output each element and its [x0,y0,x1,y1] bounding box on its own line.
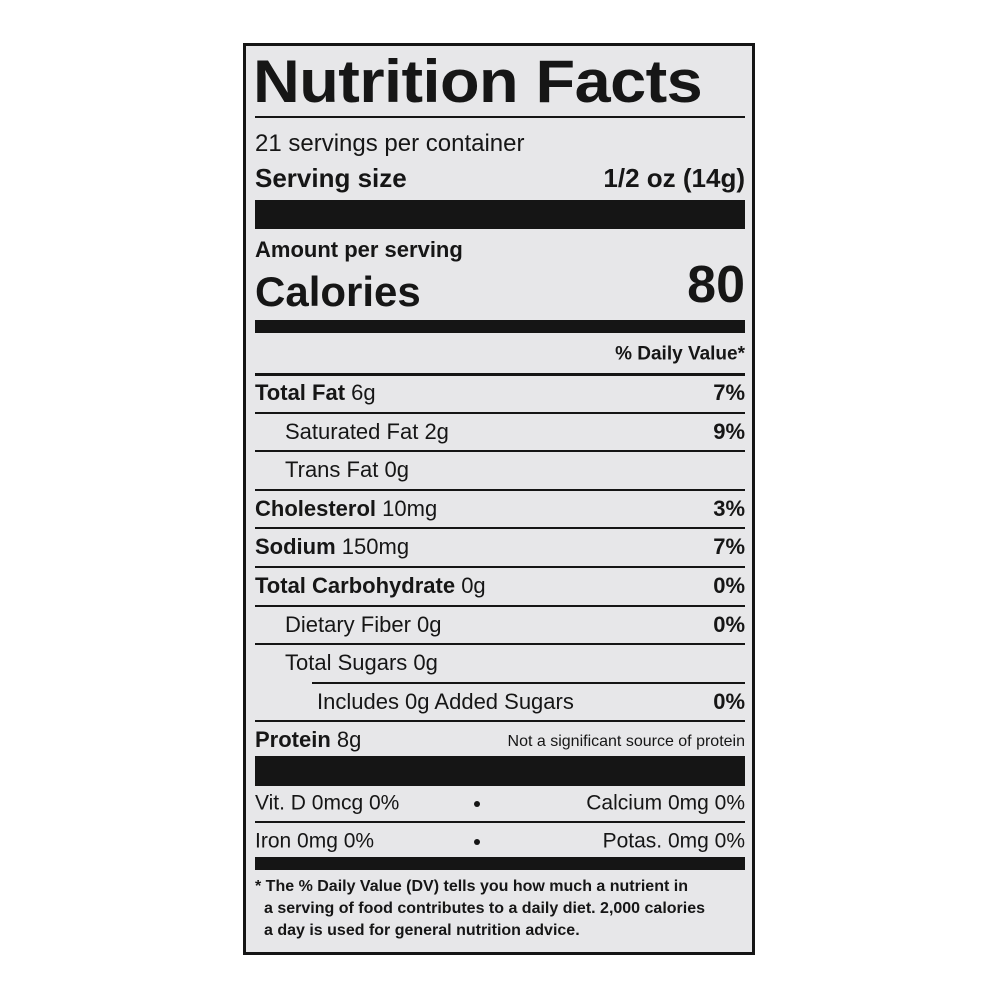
bullet [474,801,480,807]
serving-size-value: 1/2 oz (14g) [603,163,745,193]
rule [312,681,745,684]
nutrient-row: Total Fat 6g [255,382,376,404]
nutrient-row: Total Sugars 0g [285,652,438,674]
calories-label: Calories [255,268,421,315]
nutrient-amount: 0g [417,611,442,637]
nutrient-amount: 8g [336,727,362,753]
rule [255,373,745,376]
rule [255,320,745,333]
nutrient-row: Trans Fat 0g [285,459,409,481]
calories-value: 80 [687,256,745,314]
nutrient-amount: 2g [424,418,449,444]
nutrient-amount: 0g [384,457,409,483]
footnote-line: a serving of food contributes to a daily… [264,900,706,917]
daily-value: 0% [713,688,745,714]
daily-value: 0% [713,611,745,637]
rule [255,450,745,453]
nutrient-name: Total Sugars [285,650,408,676]
nutrient-row: Cholesterol 10mg [255,495,438,521]
title: Nutrition Facts [253,48,703,115]
amount-per-serving: Amount per serving [255,237,463,262]
nutrient-name: Dietary Fiber [285,611,411,637]
servings: 21 servings per container [255,130,525,157]
daily-value: 3% [713,495,745,521]
nutrient-name: Total Fat [255,380,346,405]
nutrient-amount: 0g [413,650,438,676]
vitamin-left: Vit. D 0mcg 0% [255,791,400,815]
rule [255,488,745,491]
nutrient-row: Includes 0g Added Sugars [317,688,574,714]
rule [255,566,745,568]
nutrient-amount: 10mg [382,495,438,521]
nutrient-row: Sodium 150mg [255,536,409,558]
daily-value: 0% [713,573,745,598]
rule [255,527,745,530]
rule [255,200,745,229]
nutrient-amount: 150mg [341,534,410,560]
nutrient-name: Protein [255,727,331,753]
nutrient-name: Saturated Fat [285,418,419,444]
vitamin-left: Iron 0mg 0% [255,829,375,853]
vitamin-right: Potas. 0mg 0% [602,829,745,853]
nutrient-name: Includes 0g Added Sugars [317,688,574,714]
nutrient-name: Trans Fat [285,457,379,483]
nutrient-row: Dietary Fiber 0g [285,611,442,637]
rule [255,411,745,414]
nutrient-note: Not a significant source of protein [507,733,745,751]
nutrient-row: Saturated Fat 2g [285,418,449,444]
daily-value: 9% [713,418,745,444]
nutrient-name: Total Carbohydrate [255,573,456,598]
serving-size-label: Serving size [255,163,407,193]
rule [255,116,745,118]
rule [255,821,745,823]
nutrient-name: Sodium [255,534,336,560]
rule [255,720,745,723]
dv-header: % Daily Value* [615,343,745,365]
rule [255,756,745,786]
daily-value: 7% [713,380,745,405]
rule [255,857,745,870]
rule [255,643,745,646]
rule [255,604,745,607]
nutrient-amount: 0g [461,573,486,598]
daily-value: 7% [713,534,745,560]
nutrition-label [243,43,755,955]
nutrient-row: Protein 8g [255,729,361,751]
footnote-line: a day is used for general nutrition advi… [264,922,580,939]
nutrient-name: Cholesterol [255,495,377,521]
nutrient-amount: 6g [351,380,376,405]
bullet [474,839,480,845]
vitamin-right: Calcium 0mg 0% [586,791,745,815]
footnote-line: * The % Daily Value (DV) tells you how m… [255,878,688,895]
nutrient-row: Total Carbohydrate 0g [255,575,486,597]
